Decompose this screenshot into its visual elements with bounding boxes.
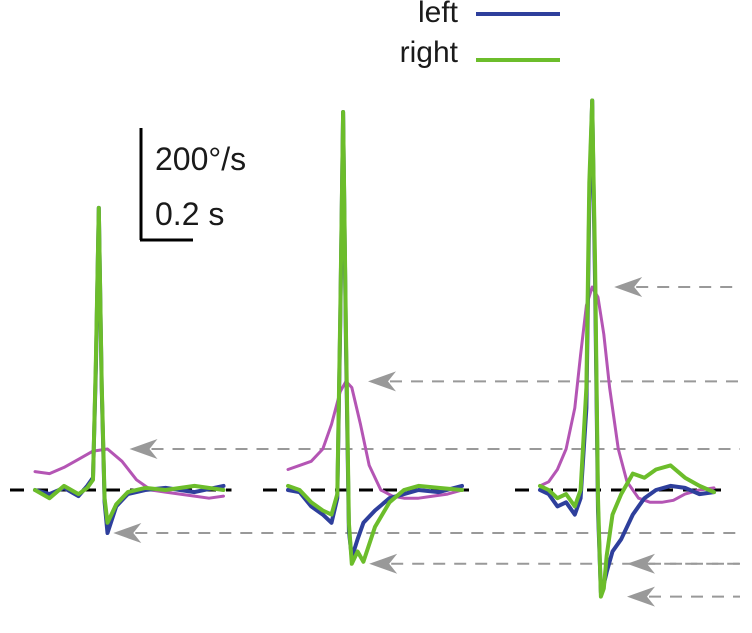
panel-2-marker-1 — [369, 553, 740, 574]
panel-3-left-trace — [538, 98, 716, 595]
panel-3-marker-2 — [627, 586, 740, 607]
panel-2-right-trace — [286, 110, 464, 566]
panel-3-stimulus-trace — [538, 285, 716, 504]
panel-2-marker-0 — [368, 371, 740, 392]
panel-1-right-trace — [33, 205, 226, 525]
panel-1-marker-1 — [113, 523, 740, 544]
panel-3-marker-0 — [614, 277, 740, 298]
legend-label-left: left — [418, 0, 459, 29]
velocity-traces — [33, 98, 716, 599]
panel-3-marker-1 — [627, 553, 740, 574]
panel-1-marker-0 — [129, 439, 740, 459]
scale-time-label: 0.2 s — [155, 196, 224, 232]
legend-label-right: right — [400, 36, 459, 69]
panel-2-stimulus-trace — [286, 379, 464, 500]
scale-velocity-label: 200°/s — [155, 141, 246, 177]
marker-arrows — [113, 277, 740, 607]
legend: left right — [400, 0, 560, 69]
scale-bar: 200°/s 0.2 s — [139, 128, 246, 242]
panel-1-stimulus-trace — [33, 447, 225, 500]
panel-3-right-trace — [538, 98, 716, 599]
